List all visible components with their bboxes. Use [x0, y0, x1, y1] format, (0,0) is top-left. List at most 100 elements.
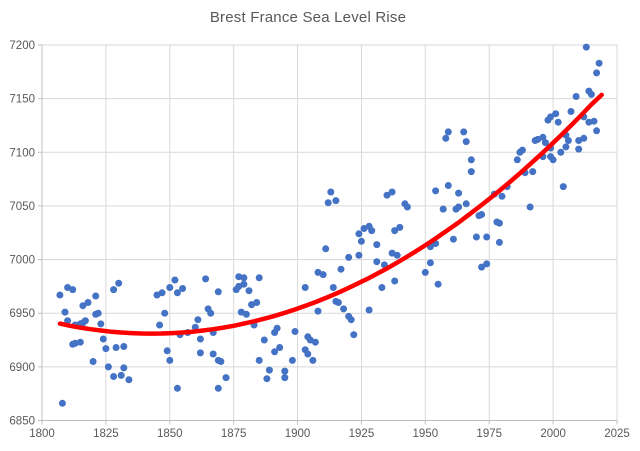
scatter-data-point — [355, 230, 363, 238]
scatter-data-point — [460, 128, 468, 136]
scatter-data-point — [196, 335, 204, 343]
scatter-data-point — [322, 245, 330, 253]
scatter-data-point — [590, 117, 598, 125]
scatter-data-point — [56, 291, 64, 299]
scatter-data-point — [217, 358, 225, 365]
scatter-data-point — [265, 366, 273, 374]
scatter-data-point — [271, 348, 279, 356]
scatter-data-point — [467, 156, 475, 164]
scatter-data-point — [84, 299, 92, 306]
y-axis-tick-label: 7200 — [9, 40, 35, 52]
scatter-data-point — [69, 286, 77, 294]
scatter-data-point — [421, 268, 429, 276]
y-axis-tick-label: 7100 — [9, 147, 35, 159]
scatter-data-point — [554, 118, 562, 126]
scatter-data-point — [281, 374, 289, 382]
scatter-data-point — [171, 276, 179, 284]
scatter-data-point — [462, 138, 470, 146]
scatter-data-point — [163, 347, 171, 355]
scatter-data-point — [94, 309, 102, 317]
scatter-data-point — [102, 345, 110, 353]
scatter-data-point — [455, 203, 463, 211]
scatter-data-point — [495, 238, 503, 246]
scatter-data-point — [291, 328, 299, 335]
scatter-data-point — [255, 274, 263, 282]
scatter-data-point — [557, 148, 565, 156]
scatter-data-point — [562, 143, 570, 151]
y-axis-tick-label: 6950 — [9, 308, 35, 320]
x-axis-tick-label: 1975 — [476, 428, 502, 440]
scatter-data-point — [340, 305, 348, 313]
scatter-data-point — [304, 350, 312, 358]
scatter-data-point — [572, 93, 580, 100]
scatter-data-point — [587, 90, 595, 98]
scatter-data-point — [89, 358, 97, 365]
scatter-data-point — [222, 374, 230, 382]
scatter-data-point — [110, 373, 118, 380]
scatter-data-point — [314, 307, 322, 315]
scatter-data-point — [332, 197, 340, 205]
scatter-data-point — [207, 309, 215, 317]
chart-title: Brest France Sea Level Rise — [209, 9, 407, 26]
scatter-data-point — [373, 241, 381, 249]
scatter-data-point — [403, 203, 411, 211]
scatter-data-point — [120, 343, 128, 350]
scatter-data-point — [593, 127, 601, 135]
scatter-data-point — [125, 376, 133, 384]
scatter-data-point — [209, 350, 217, 358]
scatter-data-point — [281, 367, 289, 375]
scatter-data-point — [110, 286, 118, 294]
scatter-data-point — [117, 371, 125, 379]
scatter-data-point — [444, 128, 452, 136]
y-axis-tick-label: 7150 — [9, 94, 35, 106]
scatter-data-point — [166, 284, 174, 291]
scatter-data-point — [242, 310, 250, 318]
scatter-data-point — [260, 336, 268, 344]
scatter-data-point — [434, 280, 442, 288]
scatter-data-point — [495, 219, 503, 227]
scatter-data-point — [253, 299, 261, 306]
scatter-data-point — [166, 356, 174, 364]
scatter-data-point — [467, 168, 475, 176]
scatter-data-point — [355, 251, 363, 259]
scatter-data-point — [365, 306, 373, 314]
x-axis-tick-label: 1950 — [413, 428, 439, 440]
scatter-data-point — [158, 289, 166, 297]
scatter-data-point — [449, 235, 457, 243]
scatter-data-point — [81, 317, 89, 325]
scatter-data-point — [196, 349, 204, 357]
scatter-data-point — [156, 321, 164, 329]
y-axis-tick-label: 7050 — [9, 201, 35, 213]
scatter-data-point — [61, 308, 69, 316]
scatter-data-point — [347, 316, 355, 324]
scatter-data-point — [309, 356, 317, 364]
scatter-data-point — [580, 134, 588, 142]
scatter-data-point — [393, 251, 401, 259]
scatter-data-point — [552, 110, 560, 118]
scatter-data-point — [324, 199, 332, 207]
scatter-data-point — [255, 356, 263, 364]
scatter-data-point — [345, 253, 353, 261]
scatter-data-point — [478, 211, 486, 218]
scatter-data-point — [432, 187, 440, 195]
scatter-data-point — [240, 274, 248, 282]
scatter-data-point — [483, 233, 491, 241]
scatter-data-point — [564, 137, 572, 144]
scatter-data-point — [529, 168, 537, 176]
scatter-data-point — [567, 108, 575, 115]
scatter-data-point — [595, 59, 603, 67]
scatter-data-point — [383, 191, 391, 199]
scatter-data-point — [478, 263, 486, 271]
scatter-data-point — [120, 364, 128, 372]
scatter-data-point — [593, 69, 601, 77]
scatter-data-point — [439, 205, 447, 213]
scatter-data-point — [301, 284, 309, 291]
scatter-data-point — [541, 139, 549, 147]
x-axis-tick-label: 1925 — [349, 428, 375, 440]
scatter-data-point — [350, 331, 358, 339]
scatter-data-point — [357, 237, 365, 245]
scatter-data-point — [112, 344, 120, 351]
scatter-data-point — [337, 265, 345, 273]
scatter-data-point — [498, 192, 506, 200]
